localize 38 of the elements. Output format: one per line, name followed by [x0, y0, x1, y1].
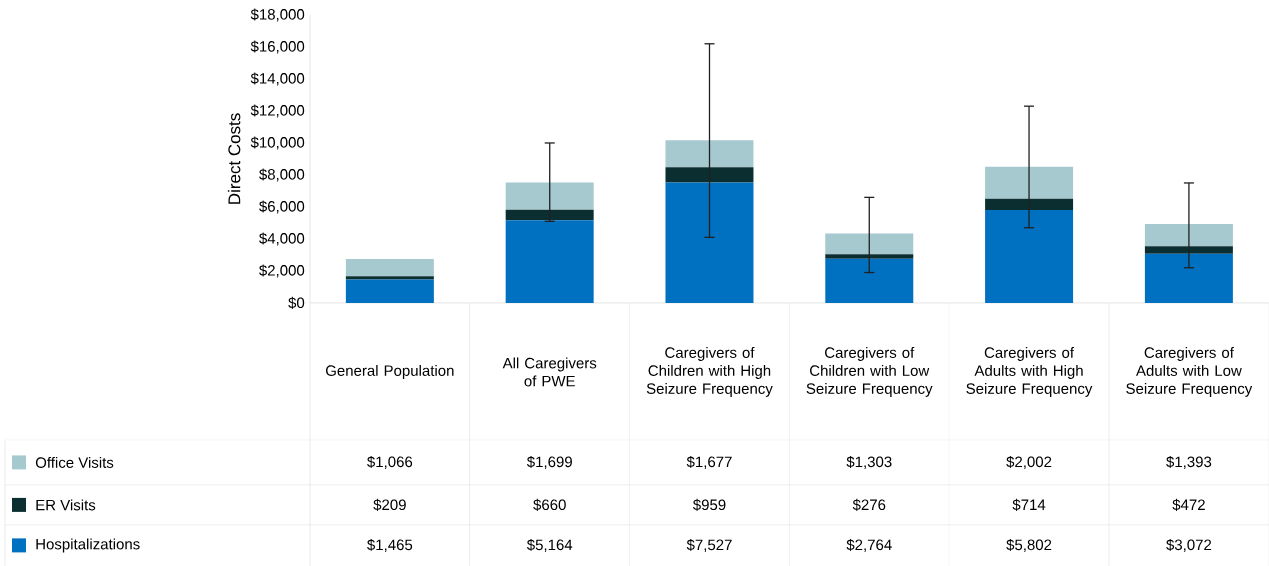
data-label: $3,072 [1166, 538, 1212, 552]
data-label: $1,066 [367, 455, 413, 469]
data-label: $209 [373, 498, 406, 511]
data-label: $660 [533, 498, 566, 511]
y-tick-label: $0 [288, 296, 305, 309]
data-label: $2,002 [1006, 455, 1052, 469]
x-tick-label: Caregivers of Children with High Seizure Frequency [646, 346, 773, 397]
x-tick-label: General Population [325, 364, 454, 379]
y-tick-label: $16,000 [250, 40, 305, 54]
data-label: $1,465 [367, 538, 413, 552]
legend-label: ER Visits [36, 499, 96, 511]
data-label: $1,699 [526, 455, 572, 469]
data-label: $5,164 [526, 538, 573, 552]
data-label: $5,802 [1006, 538, 1052, 552]
y-tick-label: $10,000 [250, 136, 305, 150]
data-label: $714 [1012, 498, 1046, 511]
legend-label: Office Visits [35, 456, 114, 468]
data-label: $959 [692, 498, 726, 511]
data-label: $1,303 [846, 455, 892, 469]
y-tick-label: $2,000 [259, 264, 305, 278]
y-tick-label: $12,000 [250, 104, 305, 118]
y-tick-label: $18,000 [250, 8, 305, 22]
data-label: $472 [1172, 498, 1205, 511]
y-tick-label: $4,000 [259, 232, 305, 246]
x-tick-label: All Caregivers of PWE [502, 357, 597, 387]
data-label: $1,677 [686, 455, 732, 469]
legend-label: Hospitalizations [36, 538, 140, 553]
y-axis-title: Direct Costs [227, 113, 241, 204]
data-label: $276 [852, 498, 886, 511]
y-tick-label: $6,000 [259, 200, 305, 214]
x-tick-label: Caregivers of Adults with High Seizure Frequency [966, 346, 1093, 397]
y-tick-label: $14,000 [250, 72, 305, 86]
y-tick-label: $8,000 [259, 168, 305, 182]
data-label: $2,764 [846, 538, 892, 552]
data-label: $7,527 [686, 538, 732, 552]
x-tick-label: Caregivers of Children with Low Seizure Frequency [806, 346, 933, 397]
x-tick-label: Caregivers of Adults with Low Seizure Frequency [1126, 346, 1253, 397]
data-label: $1,393 [1166, 455, 1212, 469]
